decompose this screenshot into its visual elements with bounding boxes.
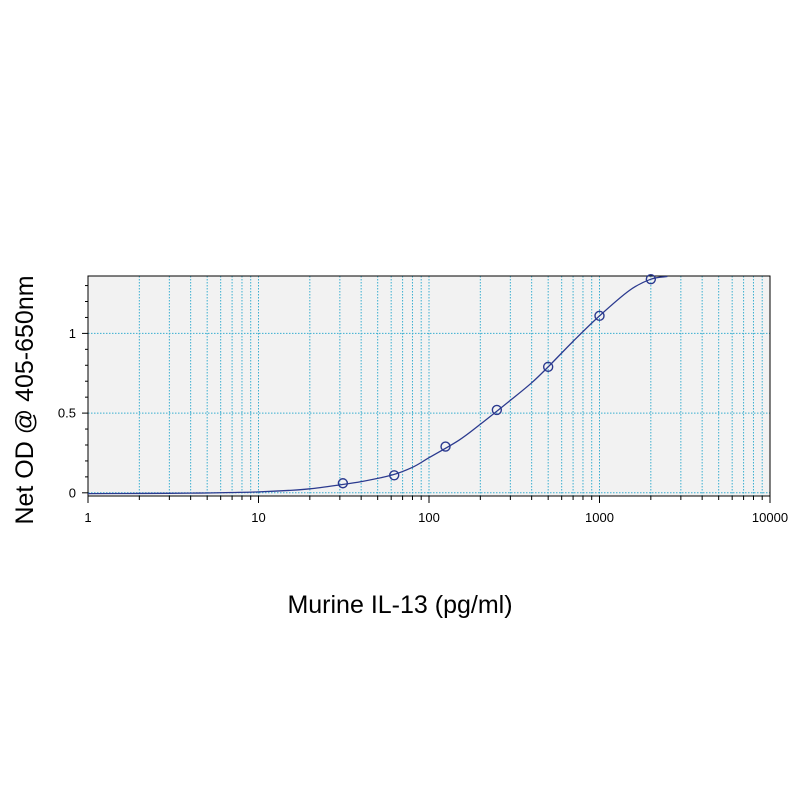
data-point xyxy=(491,404,503,416)
y-tick-label: 0 xyxy=(69,485,76,500)
data-point xyxy=(388,470,400,481)
x-tick-label: 10000 xyxy=(752,510,788,525)
fit-curve xyxy=(87,275,668,495)
x-axis-title: Murine IL-13 (pg/ml) xyxy=(287,591,512,619)
data-point xyxy=(542,361,554,373)
data-points xyxy=(337,273,657,489)
x-tick-label: 100 xyxy=(418,510,440,525)
x-tick-label: 1 xyxy=(84,510,91,525)
data-point xyxy=(337,478,349,489)
y-tick-labels: 00.51 xyxy=(58,326,76,500)
data-point xyxy=(645,273,657,285)
y-tick-label: 1 xyxy=(69,326,76,341)
grid-lines xyxy=(88,276,770,496)
axis-ticks xyxy=(82,285,771,503)
y-tick-label: 0.5 xyxy=(58,406,76,421)
data-point xyxy=(440,441,451,452)
x-tick-label: 10 xyxy=(251,510,265,525)
y-axis-title: Net OD @ 405-650nm xyxy=(11,275,39,524)
x-tick-label: 1000 xyxy=(585,510,614,525)
x-tick-labels: 1 10 100 1000 10000 xyxy=(84,510,788,525)
data-point xyxy=(594,310,605,322)
